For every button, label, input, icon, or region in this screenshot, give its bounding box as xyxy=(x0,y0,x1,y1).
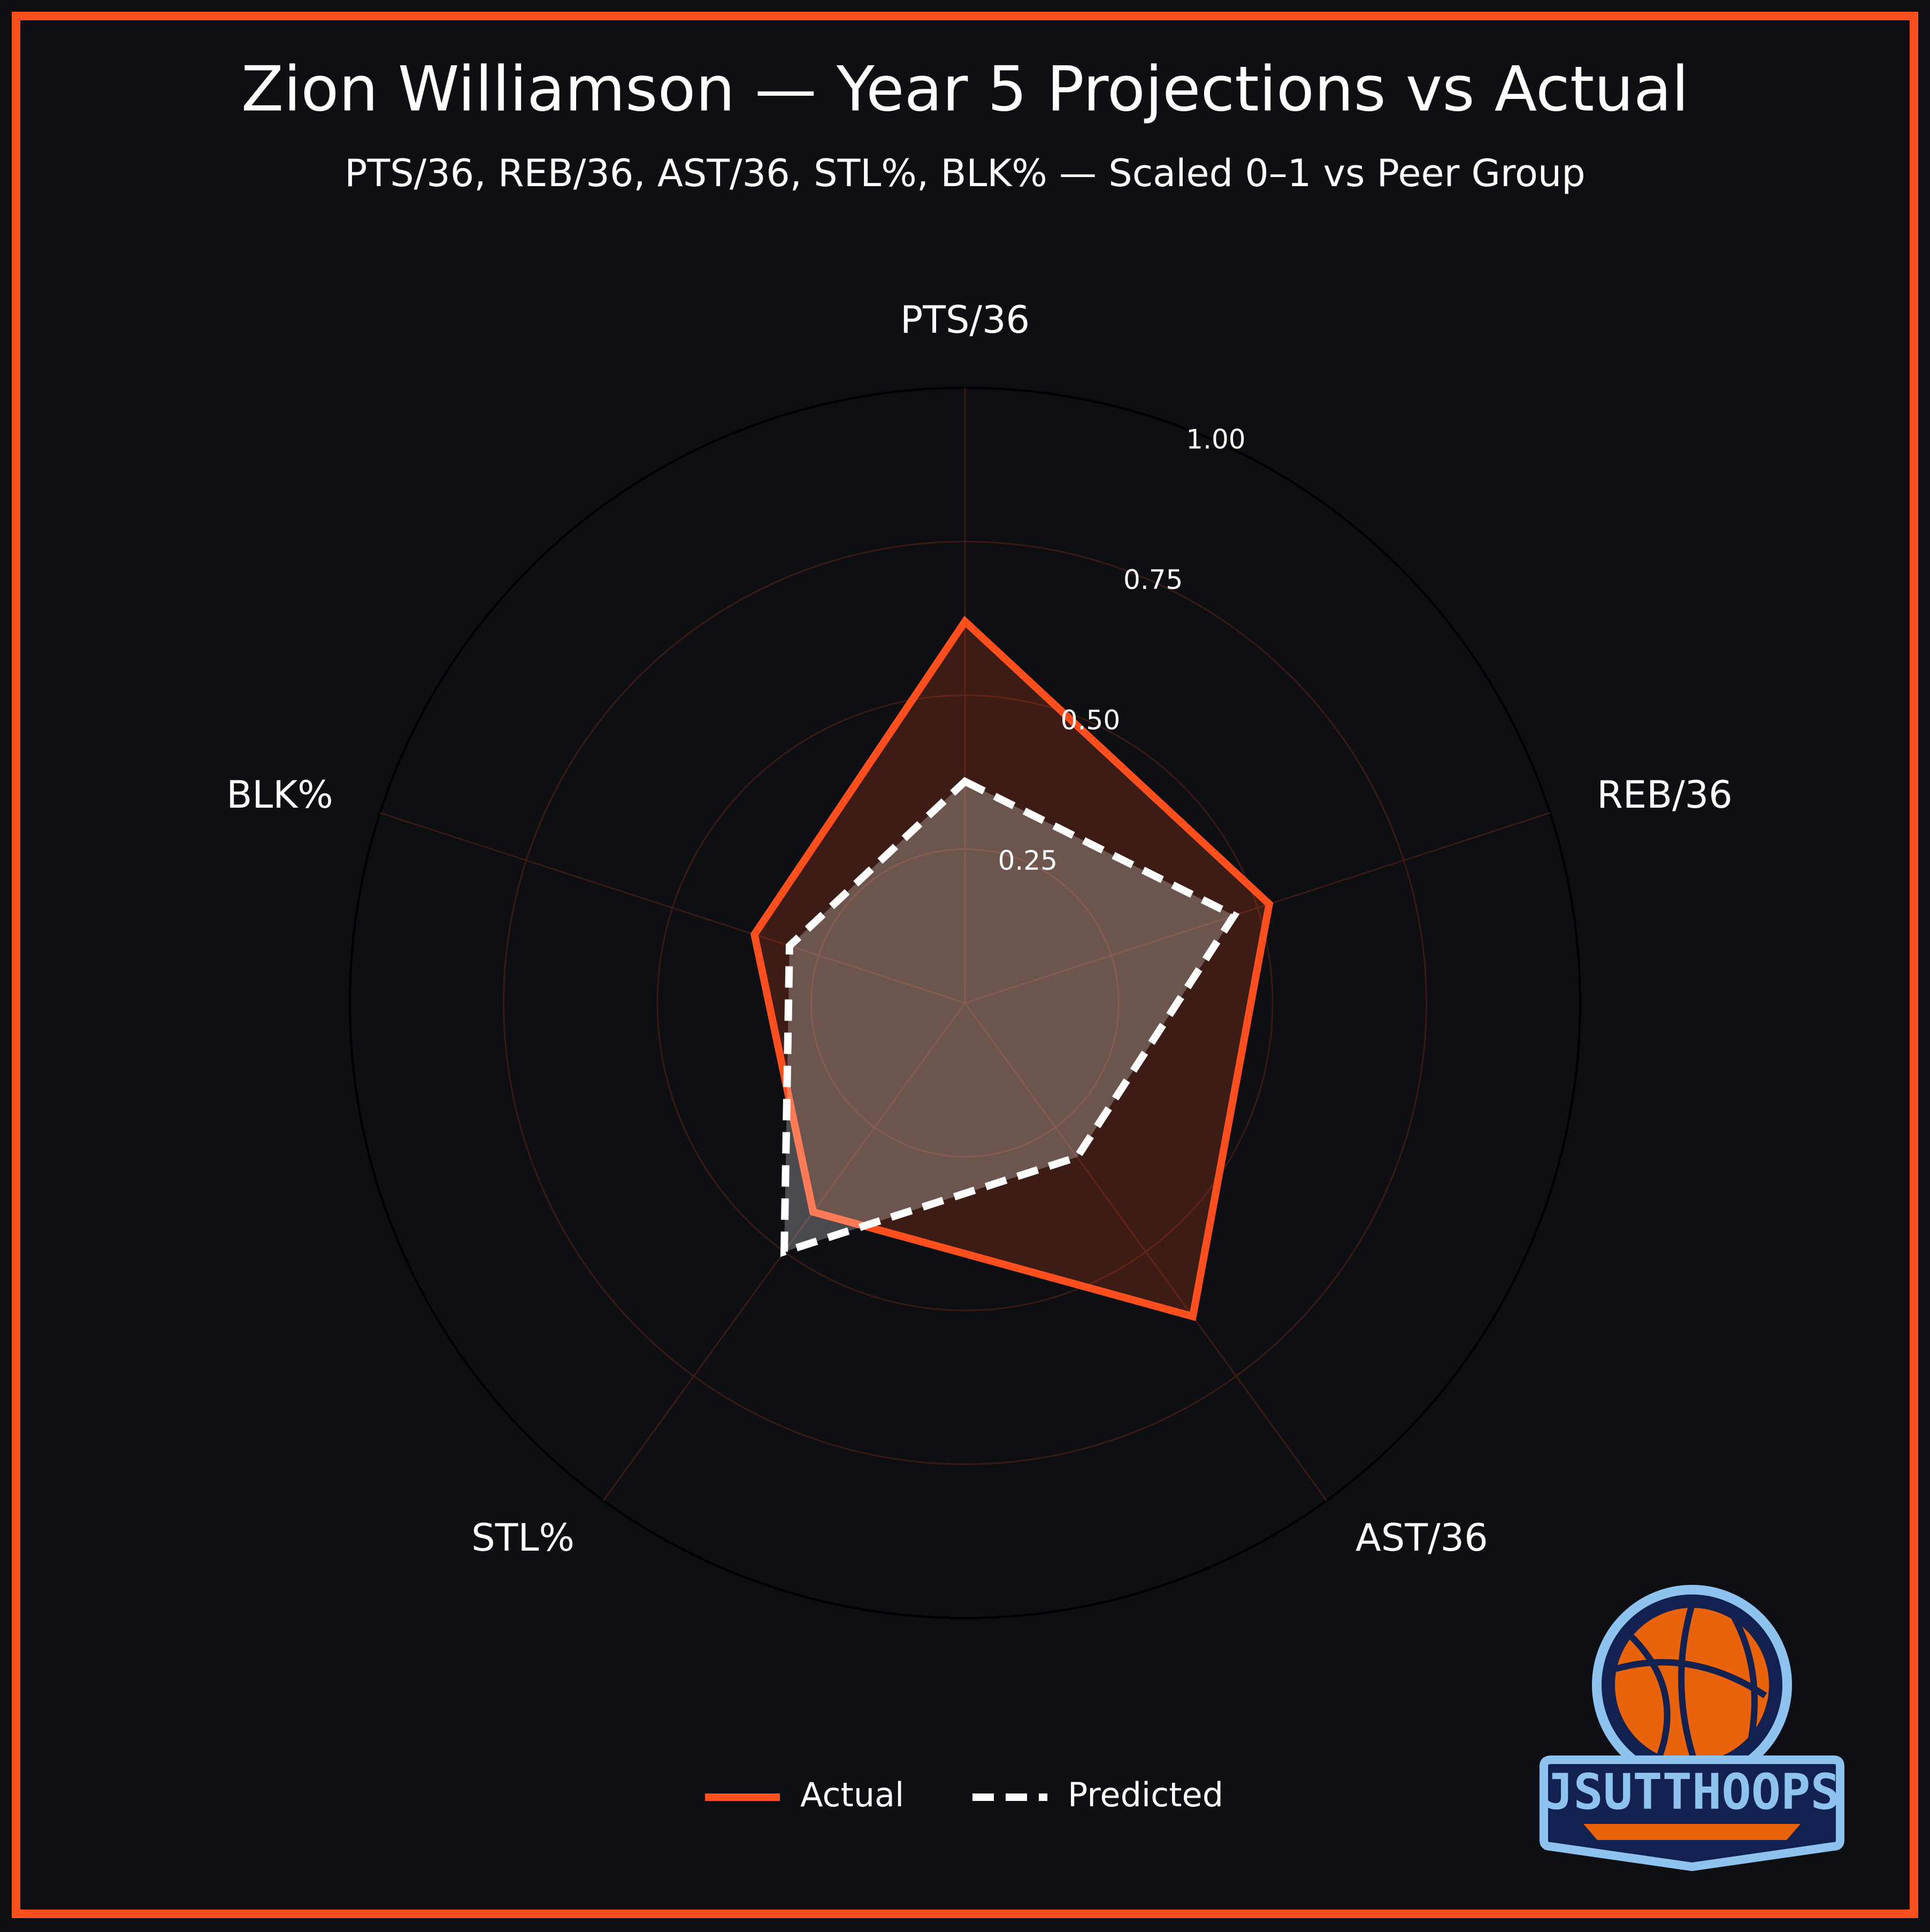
category-label: STL% xyxy=(471,1516,575,1560)
category-label: BLK% xyxy=(226,773,333,817)
logo-stripe xyxy=(1583,1824,1801,1840)
category-label: AST/36 xyxy=(1355,1516,1488,1560)
series-line xyxy=(750,616,1274,1321)
spoke xyxy=(379,812,966,1004)
logo-seams xyxy=(1614,1604,1767,1766)
chart-title: Zion Williamson — Year 5 Projections vs … xyxy=(241,53,1689,126)
category-label: REB/36 xyxy=(1597,773,1733,817)
category-label: PTS/36 xyxy=(900,298,1030,342)
logo-text: JSUTTHOOPS xyxy=(1544,1763,1840,1820)
legend-label: Predicted xyxy=(1068,1775,1223,1814)
spoke xyxy=(964,1002,1328,1501)
series-line xyxy=(780,777,1240,1257)
series-area xyxy=(784,781,1235,1252)
r-tick-label: 0.50 xyxy=(1061,704,1120,735)
r-tick-label: 0.75 xyxy=(1123,564,1183,595)
r-tick-label: 1.00 xyxy=(1186,424,1245,455)
legend-label: Actual xyxy=(800,1775,904,1814)
r-tick-label: 0.25 xyxy=(998,845,1058,876)
frame xyxy=(12,12,1918,1918)
logo: JSUTTHOOPS xyxy=(1540,1585,1844,1872)
chart-subtitle: PTS/36, REB/36, AST/36, STL%, BLK% — Sca… xyxy=(344,151,1585,195)
series-area xyxy=(754,622,1269,1317)
spoke xyxy=(964,812,1551,1004)
